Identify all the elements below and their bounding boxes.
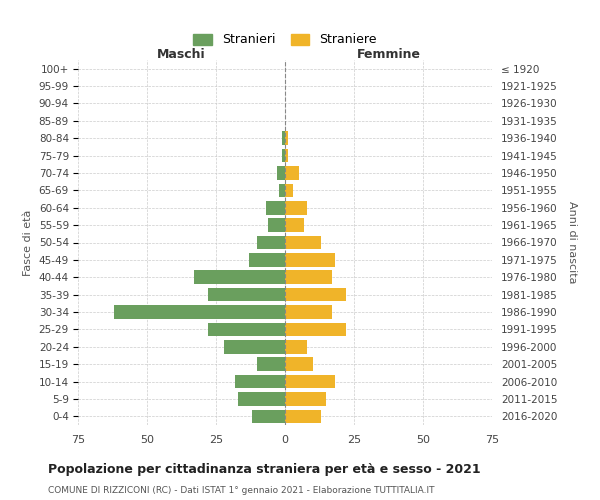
Bar bbox=[285, 218, 304, 232]
Bar bbox=[282, 132, 285, 145]
Bar bbox=[285, 322, 346, 336]
Bar bbox=[285, 236, 321, 250]
Bar bbox=[208, 322, 285, 336]
Bar bbox=[285, 288, 346, 302]
Bar bbox=[285, 305, 332, 319]
Bar bbox=[282, 149, 285, 162]
Legend: Stranieri, Straniere: Stranieri, Straniere bbox=[190, 30, 380, 50]
Bar bbox=[285, 392, 326, 406]
Bar bbox=[277, 166, 285, 180]
Bar bbox=[257, 236, 285, 250]
Text: Maschi: Maschi bbox=[157, 48, 206, 61]
Bar bbox=[208, 288, 285, 302]
Y-axis label: Fasce di età: Fasce di età bbox=[23, 210, 33, 276]
Bar bbox=[194, 270, 285, 284]
Bar bbox=[285, 201, 307, 214]
Bar bbox=[268, 218, 285, 232]
Bar bbox=[224, 340, 285, 353]
Text: Popolazione per cittadinanza straniera per età e sesso - 2021: Popolazione per cittadinanza straniera p… bbox=[48, 462, 481, 475]
Bar bbox=[285, 410, 321, 423]
Bar bbox=[285, 270, 332, 284]
Bar bbox=[235, 375, 285, 388]
Bar bbox=[280, 184, 285, 197]
Bar bbox=[285, 340, 307, 353]
Text: Femmine: Femmine bbox=[356, 48, 421, 61]
Bar bbox=[249, 253, 285, 266]
Bar bbox=[285, 253, 335, 266]
Bar bbox=[257, 358, 285, 371]
Bar bbox=[266, 201, 285, 214]
Bar bbox=[285, 149, 288, 162]
Bar bbox=[285, 166, 299, 180]
Bar bbox=[285, 375, 335, 388]
Y-axis label: Anni di nascita: Anni di nascita bbox=[567, 201, 577, 284]
Bar bbox=[252, 410, 285, 423]
Text: COMUNE DI RIZZICONI (RC) - Dati ISTAT 1° gennaio 2021 - Elaborazione TUTTITALIA.: COMUNE DI RIZZICONI (RC) - Dati ISTAT 1°… bbox=[48, 486, 434, 495]
Bar bbox=[238, 392, 285, 406]
Bar bbox=[285, 184, 293, 197]
Bar bbox=[285, 358, 313, 371]
Bar bbox=[114, 305, 285, 319]
Bar bbox=[285, 132, 288, 145]
